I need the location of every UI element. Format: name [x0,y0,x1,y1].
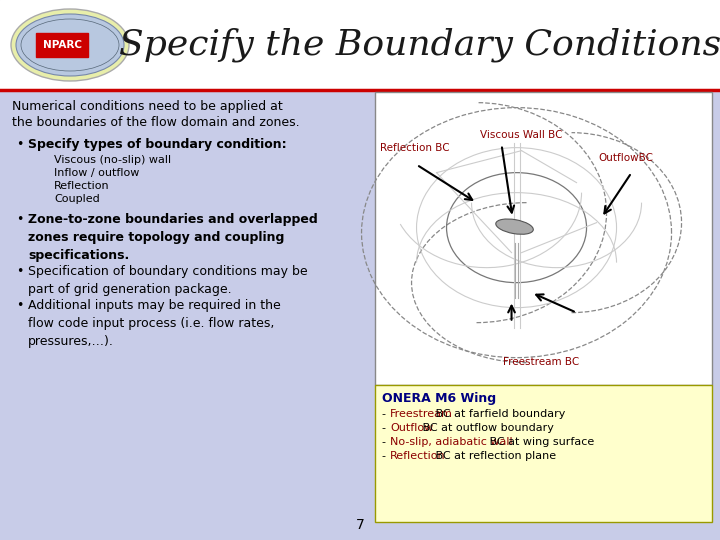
Text: -: - [382,451,390,461]
Text: Reflection BC: Reflection BC [380,143,449,153]
Bar [375,385,712,522]
Text: ONERA M6 Wing: ONERA M6 Wing [382,392,496,405]
Text: Reflection: Reflection [54,181,109,191]
Ellipse shape [16,14,124,76]
Text: -: - [382,423,390,433]
Text: Reflection: Reflection [390,451,446,461]
Text: -: - [382,409,390,419]
Text: Freestream BC: Freestream BC [503,357,580,367]
Text: •: • [16,138,23,151]
Text: Specify the Boundary Conditions: Specify the Boundary Conditions [119,28,720,62]
Text: the boundaries of the flow domain and zones.: the boundaries of the flow domain and zo… [12,116,300,129]
Text: No-slip, adiabatic wall: No-slip, adiabatic wall [390,437,513,447]
Text: •: • [16,265,23,278]
Text: Numerical conditions need to be applied at: Numerical conditions need to be applied … [12,100,283,113]
Bar [36,33,88,57]
Text: Specification of boundary conditions may be
part of grid generation package.: Specification of boundary conditions may… [28,265,307,296]
Text: Coupled: Coupled [54,194,100,204]
Text: OutflowBC: OutflowBC [598,153,654,163]
Text: Freestream: Freestream [390,409,453,419]
Text: BC at outflow boundary: BC at outflow boundary [420,423,554,433]
Bar [0,0,720,90]
Bar [0,90,720,540]
Text: Specify types of boundary condition:: Specify types of boundary condition: [28,138,287,151]
Bar [375,92,712,385]
Text: Additional inputs may be required in the
flow code input process (i.e. flow rate: Additional inputs may be required in the… [28,299,281,348]
Text: Viscous (no-slip) wall: Viscous (no-slip) wall [54,155,171,165]
Text: •: • [16,299,23,312]
Ellipse shape [11,9,129,81]
Text: BC at wing surface: BC at wing surface [486,437,594,447]
Text: BC at reflection plane: BC at reflection plane [432,451,556,461]
Text: Zone-to-zone boundaries and overlapped
zones require topology and coupling
speci: Zone-to-zone boundaries and overlapped z… [28,213,318,262]
Text: Inflow / outflow: Inflow / outflow [54,168,140,178]
Text: NPARC: NPARC [42,40,81,50]
Text: Outflow: Outflow [390,423,433,433]
Text: •: • [16,213,23,226]
Text: Viscous Wall BC: Viscous Wall BC [480,130,563,140]
Text: BC at farfield boundary: BC at farfield boundary [432,409,565,419]
Text: -: - [382,437,390,447]
Ellipse shape [496,219,534,234]
Text: 7: 7 [356,518,364,532]
